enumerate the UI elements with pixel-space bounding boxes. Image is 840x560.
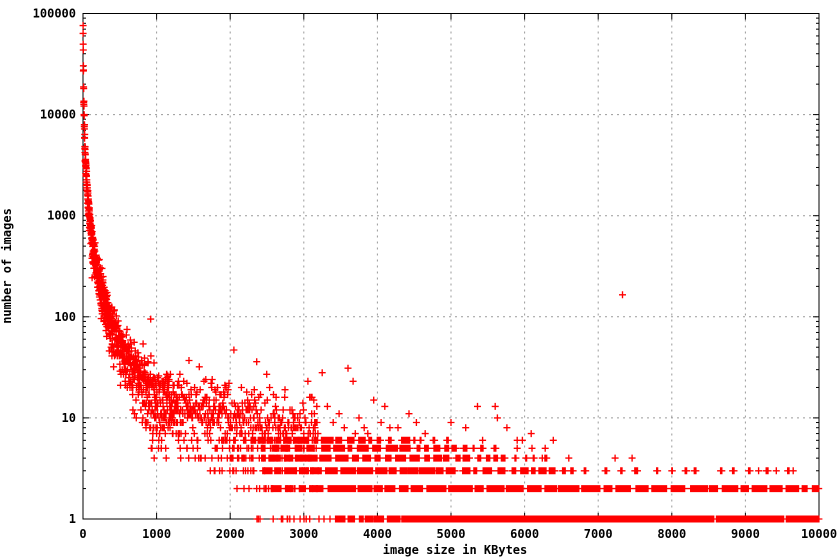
x-tick-label-2000: 2000 [216,527,245,541]
scatter-points-outliers [142,291,626,452]
x-tick-label-10000: 10000 [801,527,837,541]
y-tick-label-1000: 1000 [47,209,76,223]
x-tick-label-1000: 1000 [142,527,171,541]
y-tick-label-10: 10 [62,411,76,425]
x-tick-label-6000: 6000 [510,527,539,541]
data-points-layer [79,22,823,523]
y-tick-label-10000: 10000 [40,108,76,122]
y-axis-title: number of images [0,208,14,324]
y-tick-label-100: 100 [54,310,76,324]
tick-label-layer: 0 1000 2000 3000 4000 5000 6000 7000 8000 9000 100… [33,7,837,542]
y-tick-label-1: 1 [69,512,76,526]
x-tick-label-0: 0 [79,527,86,541]
x-axis-title: image size in KBytes [383,543,528,557]
x-tick-label-4000: 4000 [363,527,392,541]
x-tick-label-8000: 8000 [657,527,686,541]
x-tick-label-7000: 7000 [584,527,613,541]
x-tick-label-3000: 3000 [289,527,318,541]
x-tick-label-5000: 5000 [437,527,466,541]
scatter-points-rows [177,436,823,523]
y-tick-label-100000: 100000 [33,7,76,21]
x-tick-label-9000: 9000 [731,527,760,541]
grid-layer [83,13,819,519]
